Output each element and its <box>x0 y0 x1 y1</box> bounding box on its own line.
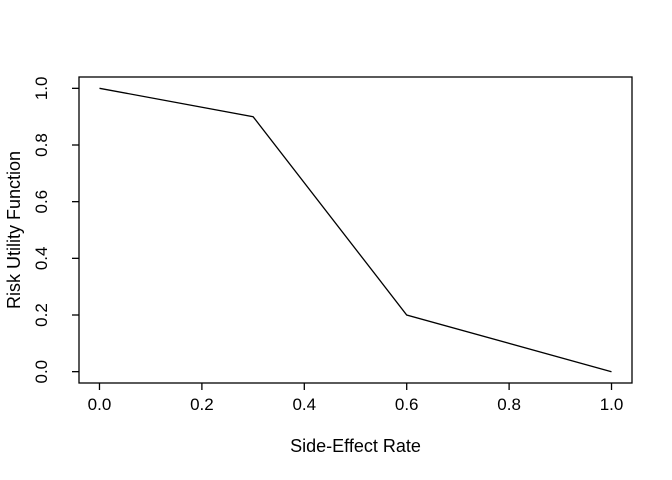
data-line <box>99 87 612 373</box>
x-tick-label: 0.0 <box>88 395 112 414</box>
y-tick-label: 0.4 <box>32 247 51 271</box>
x-tick-label: 0.4 <box>292 395 316 414</box>
x-tick-label: 0.2 <box>190 395 214 414</box>
y-axis-label: Risk Utility Function <box>4 151 24 309</box>
plot-box <box>78 76 633 384</box>
y-tick-label: 0.2 <box>32 303 51 327</box>
x-tick-label: 0.8 <box>497 395 521 414</box>
plot-generated-layer: 0.0 0.2 0.4 0.6 0.8 1.0 0.0 0.2 0.4 0.6 0.8 1.0 <box>32 76 633 414</box>
x-axis-label: Side-Effect Rate <box>290 436 421 456</box>
y-tick-label: 0.6 <box>32 190 51 214</box>
y-tick-label: 0.8 <box>32 133 51 157</box>
x-tick-label: 1.0 <box>600 395 624 414</box>
y-tick-label: 0.0 <box>32 360 51 384</box>
x-tick-label: 0.6 <box>395 395 419 414</box>
y-tick-label: 1.0 <box>32 77 51 101</box>
